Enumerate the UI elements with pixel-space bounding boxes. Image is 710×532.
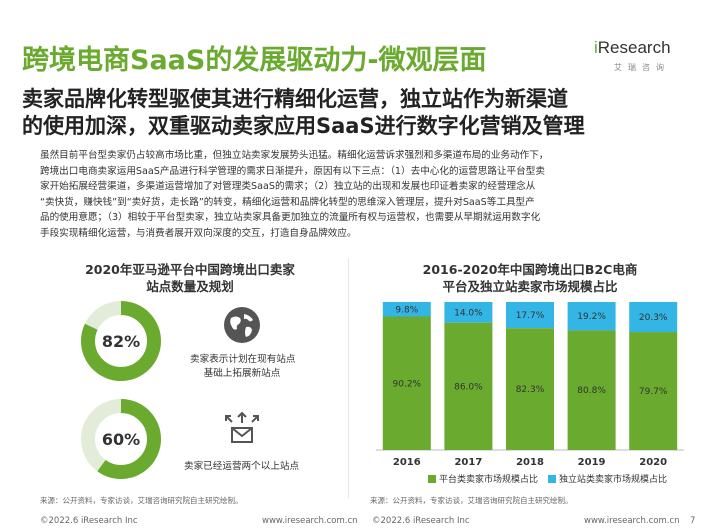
footer-url-left: www.iresearch.com.cn xyxy=(262,516,358,526)
bar-independent-2018 xyxy=(506,302,554,329)
stat-desc-1-line-2: 基础上拓展新站点 xyxy=(203,368,281,379)
iresearch-logo: iResearch 艾瑞咨询 xyxy=(594,38,684,78)
page-subtitle: 卖家品牌化转型驱使其进行精细化运营，独立站作为新渠道 的使用加深，双重驱动卖家应… xyxy=(22,86,692,140)
bar-platform-2018 xyxy=(506,328,554,450)
bar-platform-2017 xyxy=(444,322,493,450)
legend-label-platform: 平台类卖家市场规模占比 xyxy=(439,473,538,485)
page-title: 跨境电商SaaS的发展驱动力-微观层面 xyxy=(22,45,487,76)
label-platform-2017: 86.0% xyxy=(454,382,483,392)
body-line-6: 手段实现精细化运营，与消费者展开双向深度的交互，打造自身品牌效应。 xyxy=(40,227,357,239)
label-platform-2016: 90.2% xyxy=(393,379,422,389)
x-tick-2018: 2018 xyxy=(516,457,544,468)
bar-platform-2016 xyxy=(382,316,431,450)
left-title-line-1: 2020年亚马逊平台中国跨境出口卖家 xyxy=(85,262,295,277)
stat-desc-2: 卖家已经运营两个以上站点 xyxy=(184,461,300,472)
footer-copyright-right: ©2022.6 iResearch Inc xyxy=(372,516,470,526)
legend-swatch-independent xyxy=(548,475,556,483)
bar-independent-2019 xyxy=(567,302,616,331)
label-independent-2018: 17.7% xyxy=(516,311,545,321)
logo-i: i xyxy=(594,38,598,57)
donut-stat-1: 82% xyxy=(81,301,161,381)
mail-expand-icon xyxy=(225,411,259,443)
label-platform-2020: 79.7% xyxy=(639,387,668,397)
bar-independent-2017 xyxy=(444,302,493,323)
label-independent-2017: 14.0% xyxy=(454,308,483,318)
chart-title: 2016-2020年中国跨境出口B2C电商 平台及独立站卖家市场规模占比 xyxy=(370,261,690,295)
label-platform-2018: 82.3% xyxy=(516,385,545,395)
left-panel-title: 2020年亚马逊平台中国跨境出口卖家 站点数量及规划 xyxy=(60,261,320,295)
left-source: 来源：公开资料，专家访谈，艾瑞咨询研究院自主研究绘制。 xyxy=(40,496,243,505)
donut-stat-2: 60% xyxy=(81,399,161,479)
stat-desc-1-line-1: 卖家表示计划在现有站点 xyxy=(190,354,296,365)
subtitle-line-1: 卖家品牌化转型驱使其进行精细化运营，独立站作为新渠道 xyxy=(22,87,568,111)
globe-icon xyxy=(224,307,260,343)
stat-percent-1: 82% xyxy=(102,332,140,351)
bar-independent-2016 xyxy=(382,302,431,317)
logo-wordmark: iResearch xyxy=(594,38,671,58)
legend-swatch-platform xyxy=(428,475,436,483)
body-line-2: 跨境出口电商卖家运用SaaS产品进行科学管理的需求日渐提升，原因有以下三点：（1… xyxy=(40,165,545,177)
x-tick-2016: 2016 xyxy=(393,457,421,468)
right-source: 来源：公开资料，专家访谈，艾瑞咨询研究院自主研究绘制。 xyxy=(370,496,573,505)
chart-title-line-1: 2016-2020年中国跨境出口B2C电商 xyxy=(422,262,638,277)
label-independent-2019: 19.2% xyxy=(577,312,606,322)
subtitle-line-2: 的使用加深，双重驱动卖家应用SaaS进行数字化营销及管理 xyxy=(22,114,585,138)
bar-platform-2019 xyxy=(567,330,616,450)
donut-arc xyxy=(81,301,161,381)
body-paragraph: 虽然目前平台型卖家仍占较高市场比重，但独立站卖家发展势头迅猛。精细化运营诉求强烈… xyxy=(40,148,700,242)
bar-platform-2020 xyxy=(629,332,678,450)
donut-arc xyxy=(81,399,161,479)
left-title-line-2: 站点数量及规划 xyxy=(146,279,234,294)
legend-label-independent: 独立站类卖家市场规模占比 xyxy=(559,473,667,485)
page-number: 7 xyxy=(690,516,696,526)
stacked-bar-chart: 9.8% 90.2% 2016 14.0% 86.0% 2017 17.7% 82.3% 201… xyxy=(376,302,684,485)
bar-independent-2020 xyxy=(629,302,678,333)
body-line-4: “卖快货，赚快钱”到“卖好货，走长路”的转变，精细化运营和品牌化转型的思维深入管… xyxy=(40,196,535,208)
x-tick-2019: 2019 xyxy=(578,457,606,468)
body-line-5: 品的使用意愿；（3）相较于平台型卖家，独立站卖家具备更加独立的流量所有权与运营权… xyxy=(40,212,541,224)
body-line-1: 虽然目前平台型卖家仍占较高市场比重，但独立站卖家发展势头迅猛。精细化运营诉求强烈… xyxy=(40,150,549,161)
panel-divider xyxy=(348,258,349,498)
x-tick-2020: 2020 xyxy=(639,457,667,468)
footer-copyright-left: ©2022.6 iResearch Inc xyxy=(40,516,138,526)
chart-title-line-2: 平台及独立站卖家市场规模占比 xyxy=(442,279,618,294)
footer-url-right: www.iresearch.com.cn xyxy=(584,516,680,526)
label-independent-2020: 20.3% xyxy=(639,313,668,323)
logo-subtext: 艾瑞咨询 xyxy=(614,63,670,72)
body-line-3: 家开始拓展经营渠道，多渠道运营增加了对管理类SaaS的需求；（2）独立站的出现和… xyxy=(40,181,536,193)
x-tick-2017: 2017 xyxy=(454,457,482,468)
stat-desc-1: 卖家表示计划在现有站点 基础上拓展新站点 xyxy=(190,353,296,381)
label-platform-2019: 80.8% xyxy=(577,386,606,396)
logo-research: Research xyxy=(597,38,671,57)
label-independent-2016: 9.8% xyxy=(395,305,418,315)
stat-percent-2: 60% xyxy=(102,430,140,449)
